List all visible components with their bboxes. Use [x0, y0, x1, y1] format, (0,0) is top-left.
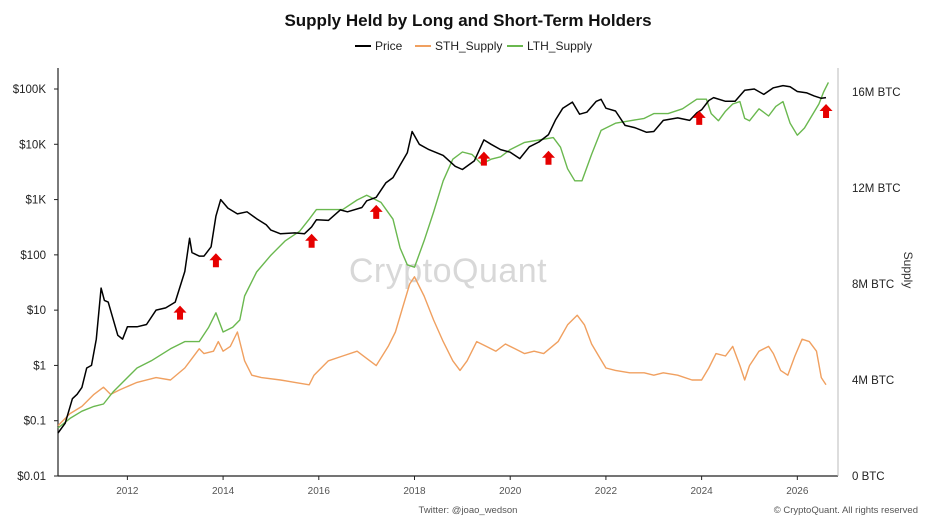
left-tick-label: $10K	[19, 139, 46, 151]
watermark: CryptoQuant	[349, 252, 547, 290]
up-arrow-marker	[305, 233, 319, 248]
left-tick-label: $0.1	[24, 416, 46, 428]
left-tick-label: $100K	[13, 84, 47, 96]
right-tick-label: 12M BTC	[852, 183, 901, 195]
up-arrow-marker	[477, 151, 491, 166]
legend-label-lth-supply: LTH_Supply	[527, 39, 592, 53]
right-tick-label: 8M BTC	[852, 279, 894, 291]
x-tick-label: 2026	[786, 486, 809, 497]
x-tick-label: 2018	[403, 486, 426, 497]
left-tick-label: $10	[27, 305, 46, 317]
markers-group	[173, 104, 833, 320]
right-tick-label: 16M BTC	[852, 87, 901, 99]
chart-title: Supply Held by Long and Short-Term Holde…	[284, 11, 651, 30]
x-tick-label: 2020	[499, 486, 522, 497]
right-tick-label: 0 BTC	[852, 471, 885, 483]
legend: Price STH_Supply LTH_Supply	[355, 39, 592, 53]
x-tick-label: 2016	[308, 486, 331, 497]
up-arrow-marker	[173, 305, 187, 320]
left-tick-label: $0.01	[17, 471, 46, 483]
series-line-lth-supply	[57, 82, 830, 429]
left-tick-label: $1K	[26, 195, 47, 207]
x-tick-label: 2024	[690, 486, 713, 497]
up-arrow-marker	[692, 110, 706, 125]
footer-copyright: © CryptoQuant. All rights reserved	[774, 505, 918, 516]
left-tick-label: $1	[33, 360, 46, 372]
right-axis-label: Supply	[901, 252, 915, 289]
x-tick-label: 2014	[212, 486, 235, 497]
axes: $0.01 $0.1 $1 $10 $100 $1K $10K $100K 0 BTC 4M BT…	[13, 68, 901, 497]
x-tick-label: 2022	[595, 486, 618, 497]
left-tick-label: $100	[20, 250, 46, 262]
legend-label-price: Price	[375, 39, 403, 53]
up-arrow-marker	[541, 150, 555, 165]
up-arrow-marker	[209, 253, 223, 268]
footer-credit: Twitter: @joao_wedson	[419, 505, 518, 516]
right-tick-label: 4M BTC	[852, 375, 894, 387]
x-tick-label: 2012	[116, 486, 139, 497]
legend-label-sth-supply: STH_Supply	[435, 39, 502, 53]
series-group	[57, 82, 830, 434]
series-line-price	[57, 84, 827, 434]
up-arrow-marker	[369, 204, 383, 219]
series-line-sth-supply	[57, 276, 827, 427]
up-arrow-marker	[819, 104, 833, 119]
